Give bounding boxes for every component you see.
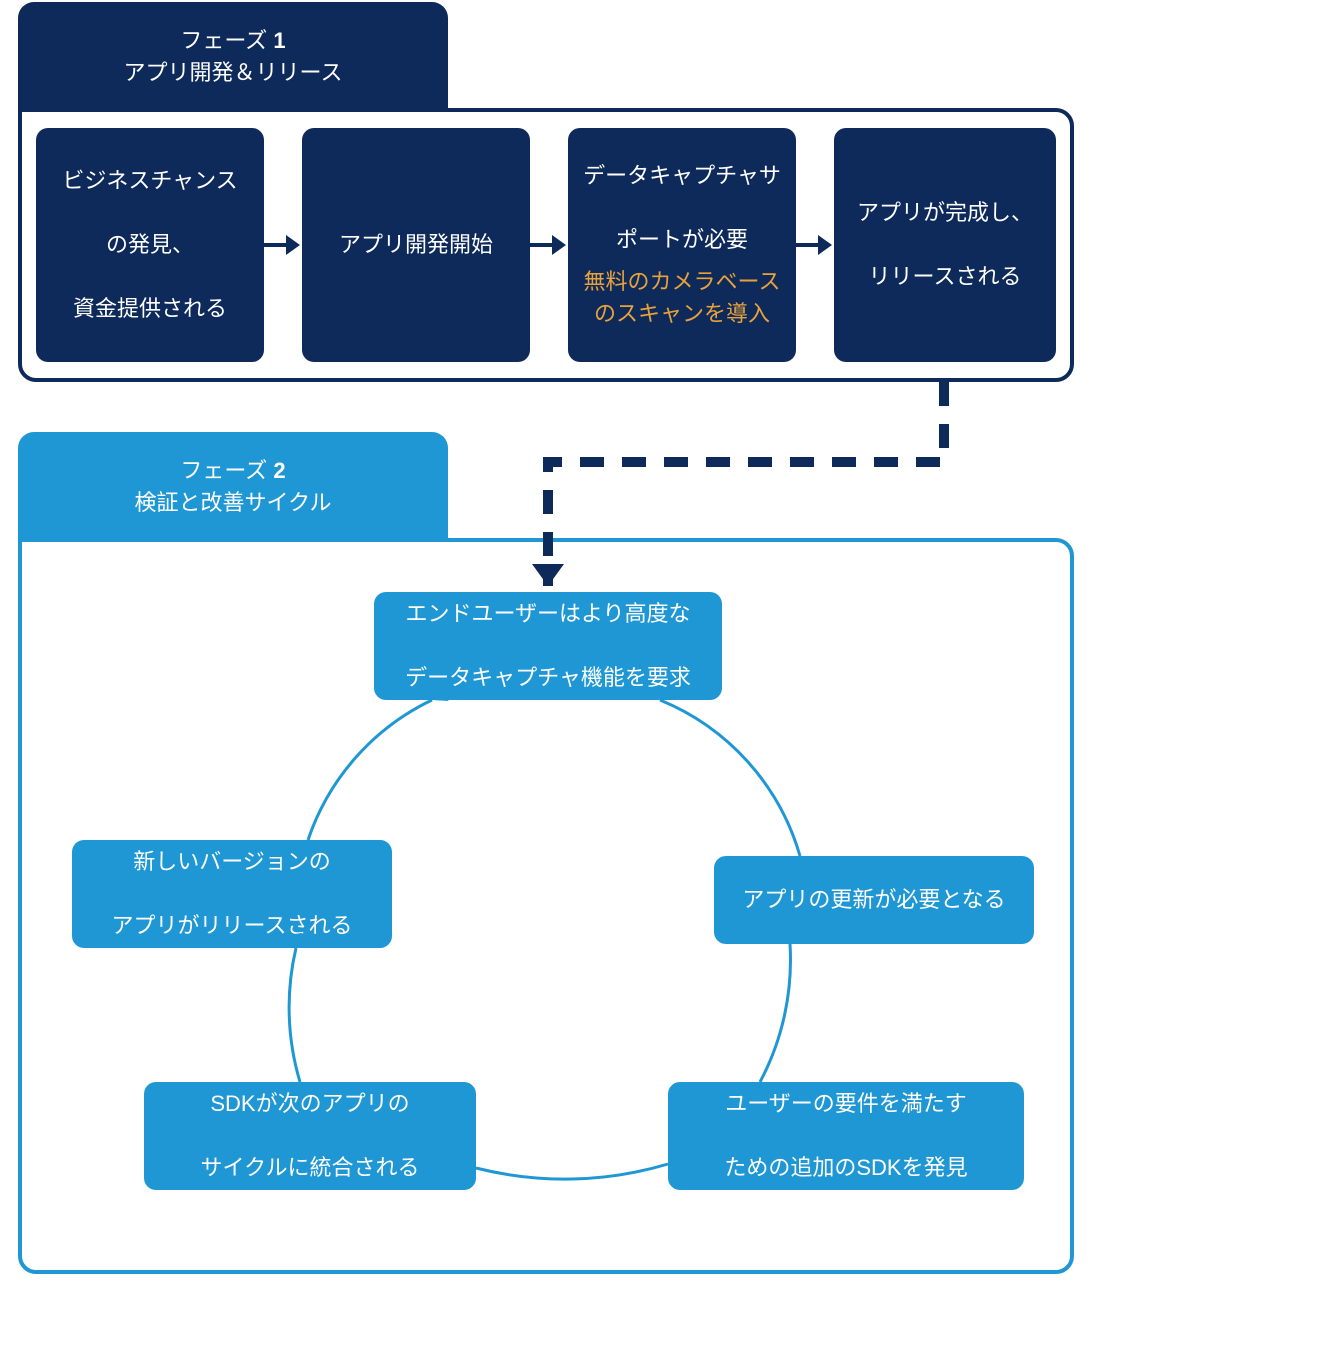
phase2-node-find-sdk: ユーザーの要件を満たすための追加のSDKを発見 [668,1082,1024,1190]
diagram-canvas: フェーズ 1 アプリ開発＆リリース ビジネスチャンスの発見、資金提供される アプ… [0,0,1324,1358]
phase1-tab: フェーズ 1 アプリ開発＆リリース [18,2,448,112]
node-accent-text: 無料のカメラベースのスキャンを導入 [584,266,781,330]
node-text-line: 新しいバージョンの [133,846,331,878]
phase2-node-user-demand: エンドユーザーはより高度なデータキャプチャ機能を要求 [374,592,722,700]
node-text-line: リリースされる [869,261,1022,293]
node-text-line: SDKが次のアプリの [210,1088,409,1120]
phase2-node-new-release: 新しいバージョンのアプリがリリースされる [72,840,392,948]
node-text-line: アプリの更新が必要となる [742,884,1005,916]
phase1-tab-prefix: フェーズ [180,28,273,53]
node-text-line: サイクルに統合される [201,1152,420,1184]
node-text-line: ビジネスチャンス [62,165,237,197]
node-text-line: エンドユーザーはより高度な [405,598,690,630]
node-text-line: ポートが必要 [616,224,748,256]
phase2-tab-number: 2 [273,458,285,483]
phase2-node-update-needed: アプリの更新が必要となる [714,856,1034,944]
node-text-line: ユーザーの要件を満たす [725,1088,967,1120]
node-text-line: ための追加のSDKを発見 [724,1152,967,1184]
node-text-line: アプリ開発開始 [339,229,493,261]
phase2-tab: フェーズ 2 検証と改善サイクル [18,432,448,542]
node-text-line: データキャプチャサ [583,160,781,192]
phase1-node-data-capture: データキャプチャサポートが必要無料のカメラベースのスキャンを導入 [568,128,796,362]
phase1-node-release: アプリが完成し、リリースされる [834,128,1056,362]
phase2-node-integrate-sdk: SDKが次のアプリのサイクルに統合される [144,1082,476,1190]
phase1-node-dev-start: アプリ開発開始 [302,128,530,362]
phase2-tab-prefix: フェーズ [180,458,273,483]
phase1-tab-line2: アプリ開発＆リリース [18,57,448,89]
phase1-node-business-chance: ビジネスチャンスの発見、資金提供される [36,128,264,362]
node-text-line: 資金提供される [73,293,227,325]
node-text-line: の発見、 [106,229,194,261]
node-text-line: アプリがリリースされる [112,910,353,942]
phase2-tab-line1: フェーズ 2 [18,455,448,487]
phase2-tab-line2: 検証と改善サイクル [18,487,448,519]
phase1-tab-number: 1 [273,28,285,53]
phase1-tab-line1: フェーズ 1 [18,25,448,57]
node-text-line: データキャプチャ機能を要求 [405,662,691,694]
node-text-line: アプリが完成し、 [857,197,1033,229]
